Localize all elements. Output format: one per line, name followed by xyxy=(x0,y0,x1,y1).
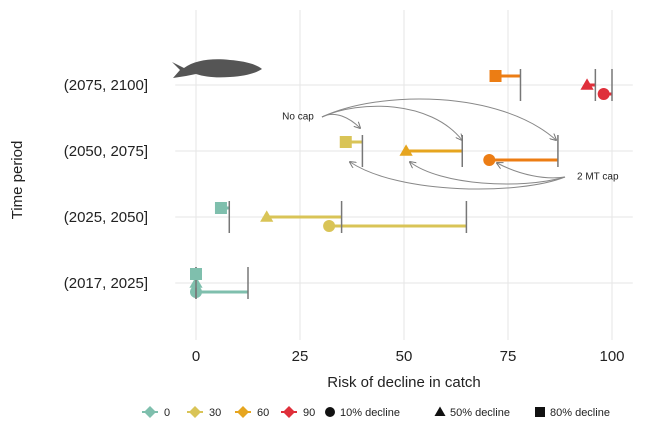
point xyxy=(490,70,502,82)
fish-icon xyxy=(172,59,262,78)
legend-label: 90 xyxy=(303,407,315,419)
y-axis-title: Time period xyxy=(9,141,26,220)
y-tick-label: (2075, 2100] xyxy=(64,77,148,94)
x-axis-title: Risk of decline in catch xyxy=(327,374,480,391)
legend-label: 50% decline xyxy=(450,407,510,419)
point xyxy=(190,268,202,280)
point xyxy=(483,154,495,166)
legend-shape xyxy=(535,407,545,417)
legend-label: 80% decline xyxy=(550,407,610,419)
legend-label: 30 xyxy=(209,407,221,419)
x-tick-label: 50 xyxy=(396,348,413,365)
legend-label: 60 xyxy=(257,407,269,419)
legend-shape xyxy=(435,407,446,417)
x-tick-label: 75 xyxy=(500,348,517,365)
page: {"chart_data": { "type": "range-dot", "x… xyxy=(0,0,654,423)
y-tick-label: (2017, 2025] xyxy=(64,275,148,292)
point xyxy=(215,202,227,214)
point xyxy=(598,88,610,100)
legend-label: 10% decline xyxy=(340,407,400,419)
x-tick-label: 25 xyxy=(292,348,309,365)
chart: No cap 2 MT cap Risk of decline in catch… xyxy=(0,0,654,423)
x-tick-label: 100 xyxy=(599,348,624,365)
point xyxy=(340,136,352,148)
x-tick-label: 0 xyxy=(192,348,200,365)
y-tick-label: (2050, 2075] xyxy=(64,143,148,160)
point xyxy=(323,220,335,232)
annotation: 2 MT cap xyxy=(577,172,619,183)
annotation: No cap xyxy=(282,112,314,123)
legend-shape xyxy=(325,407,335,417)
legend-label: 0 xyxy=(164,407,170,419)
y-tick-label: (2025, 2050] xyxy=(64,209,148,226)
annotation-arrows xyxy=(322,99,565,189)
